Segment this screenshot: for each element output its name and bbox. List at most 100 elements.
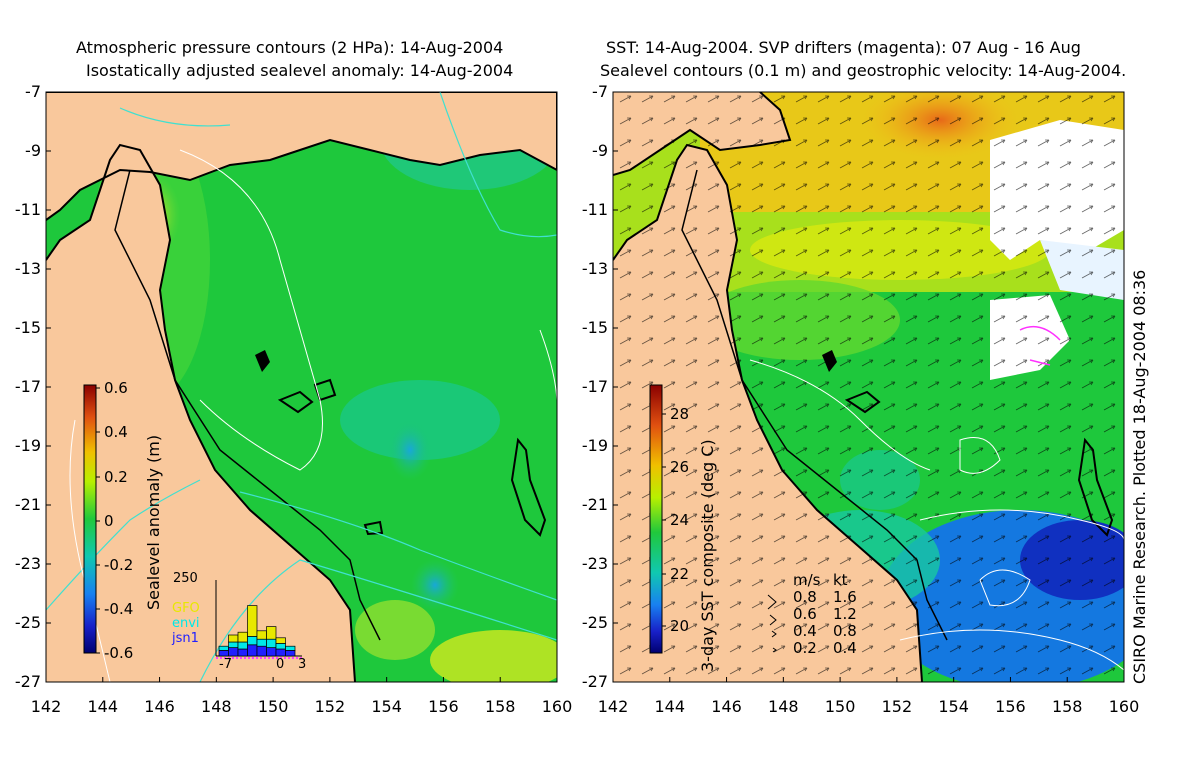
inset-x-tick: 0 bbox=[276, 657, 285, 672]
left-x-tick: 142 bbox=[30, 697, 62, 716]
inset-bar-envi bbox=[285, 645, 296, 651]
right-y-tick: -17 bbox=[581, 377, 608, 396]
left-title-line1: Atmospheric pressure contours (2 HPa): 1… bbox=[76, 38, 504, 57]
right-y-tick: -23 bbox=[581, 554, 608, 573]
left-cb-tick: 0.4 bbox=[104, 423, 128, 441]
inset-bar-envi bbox=[275, 643, 286, 650]
inset-legend-jsn1: jsn1 bbox=[172, 631, 199, 646]
velocity-legend-arrows bbox=[767, 594, 777, 653]
right-x-tick: 142 bbox=[597, 697, 629, 716]
left-title-line2: Isostatically adjusted sealevel anomaly:… bbox=[86, 61, 514, 80]
inset-bar-envi bbox=[247, 636, 258, 646]
right-title-line1: SST: 14-Aug-2004. SVP drifters (magenta)… bbox=[606, 38, 1081, 57]
left-x-tick: 158 bbox=[484, 697, 516, 716]
velocity-legend-kt: 1.2 bbox=[833, 605, 857, 623]
velocity-legend-header-ms: m/s bbox=[793, 571, 821, 589]
left-y-tick: -19 bbox=[14, 436, 41, 455]
inset-legend-envi: envi bbox=[172, 616, 200, 631]
right-title-line2: Sealevel contours (0.1 m) and geostrophi… bbox=[600, 61, 1127, 80]
left-cb-tick: -0.2 bbox=[104, 556, 134, 574]
inset-bar-gfo bbox=[228, 634, 239, 643]
inset-bar-jsn1 bbox=[218, 650, 229, 657]
inset-histogram bbox=[215, 580, 302, 659]
inset-bar-gfo bbox=[256, 630, 267, 640]
inset-bar-gfo bbox=[266, 626, 277, 640]
inset-bar-jsn1 bbox=[256, 645, 267, 657]
left-colorbar-label: Sealevel anomaly (m) bbox=[144, 434, 163, 610]
left-cb-tick: 0.6 bbox=[104, 379, 128, 397]
left-x-tick: 150 bbox=[257, 697, 289, 716]
right-y-tick: -7 bbox=[592, 82, 608, 101]
right-x-tick: 144 bbox=[654, 697, 686, 716]
right-y-tick: -19 bbox=[581, 436, 608, 455]
left-x-tick: 160 bbox=[541, 697, 573, 716]
inset-bar-jsn1 bbox=[228, 647, 239, 657]
right-x-tick: 156 bbox=[995, 697, 1026, 716]
right-map bbox=[613, 92, 1124, 682]
right-y-tick: -27 bbox=[581, 672, 608, 691]
inset-x-tick: 3 bbox=[298, 657, 307, 672]
inset-bar-jsn1 bbox=[285, 650, 296, 657]
velocity-legend-kt: 0.8 bbox=[833, 622, 857, 640]
inset-bar-envi bbox=[218, 645, 229, 651]
left-y-tick: -15 bbox=[14, 318, 41, 337]
inset-bar-envi bbox=[237, 641, 248, 650]
inset-legend-gfo: GFO bbox=[172, 601, 200, 616]
right-y-tick: -9 bbox=[592, 141, 608, 160]
right-x-tick: 160 bbox=[1108, 697, 1140, 716]
left-y-tick: -9 bbox=[25, 141, 41, 160]
inset-bar-jsn1 bbox=[266, 647, 277, 657]
left-x-tick: 156 bbox=[428, 697, 459, 716]
left-y-tick: -23 bbox=[14, 554, 41, 573]
right-x-tick: 152 bbox=[881, 697, 913, 716]
left-x-tick: 154 bbox=[371, 697, 402, 716]
left-y-tick: -17 bbox=[14, 377, 41, 396]
left-y-tick: -25 bbox=[14, 613, 41, 632]
right-colorbar-label: 3-day SST composite (deg C) bbox=[698, 439, 717, 672]
inset-bar-gfo bbox=[237, 631, 248, 643]
right-cb-tick: 22 bbox=[670, 565, 690, 583]
right-x-tick: 158 bbox=[1051, 697, 1083, 716]
left-cb-tick: 0 bbox=[104, 512, 114, 530]
velocity-legend-kt: 1.6 bbox=[833, 588, 857, 606]
inset-bar-jsn1 bbox=[237, 648, 248, 657]
velocity-legend-header-kt: kt bbox=[833, 571, 848, 589]
inset-bar-envi bbox=[256, 638, 267, 647]
left-x-tick: 152 bbox=[314, 697, 346, 716]
inset-bar-gfo bbox=[247, 605, 258, 637]
left-x-tick: 144 bbox=[87, 697, 119, 716]
right-y-tick: -25 bbox=[581, 613, 608, 632]
inset-x-tick: -7 bbox=[219, 657, 232, 672]
left-australia-land bbox=[46, 145, 355, 682]
right-x-tick: 148 bbox=[768, 697, 799, 716]
left-y-tick: -7 bbox=[25, 82, 41, 101]
right-x-tick: 154 bbox=[938, 697, 969, 716]
velocity-legend-ms: 0.8 bbox=[793, 588, 817, 606]
inset-bar-envi bbox=[228, 641, 239, 648]
right-cb-tick: 20 bbox=[670, 617, 690, 635]
right-cb-tick: 26 bbox=[670, 458, 690, 476]
left-map bbox=[46, 92, 557, 682]
plot-credit: CSIRO Marine Research. Plotted 18-Aug-20… bbox=[1130, 269, 1149, 684]
left-y-tick: -11 bbox=[14, 200, 41, 219]
right-cb-tick: 28 bbox=[670, 405, 690, 423]
right-y-tick: -11 bbox=[581, 200, 608, 219]
left-y-tick: -21 bbox=[14, 495, 41, 514]
inset-bar-jsn1 bbox=[275, 648, 286, 657]
right-y-tick: -15 bbox=[581, 318, 608, 337]
left-y-tick: -27 bbox=[14, 672, 41, 691]
right-y-tick: -21 bbox=[581, 495, 608, 514]
velocity-legend-ms: 0.4 bbox=[793, 622, 817, 640]
velocity-legend-ms: 0.2 bbox=[793, 639, 817, 657]
left-y-tick: -13 bbox=[14, 259, 41, 278]
right-x-tick: 146 bbox=[711, 697, 742, 716]
inset-bar-jsn1 bbox=[247, 644, 258, 657]
left-cb-tick: -0.6 bbox=[104, 644, 134, 662]
right-y-tick: -13 bbox=[581, 259, 608, 278]
right-cb-tick: 24 bbox=[670, 511, 690, 529]
inset-bar-envi bbox=[266, 638, 277, 648]
velocity-legend-kt: 0.4 bbox=[833, 639, 857, 657]
left-x-tick: 148 bbox=[201, 697, 232, 716]
inset-y-label: 250 bbox=[173, 571, 198, 586]
